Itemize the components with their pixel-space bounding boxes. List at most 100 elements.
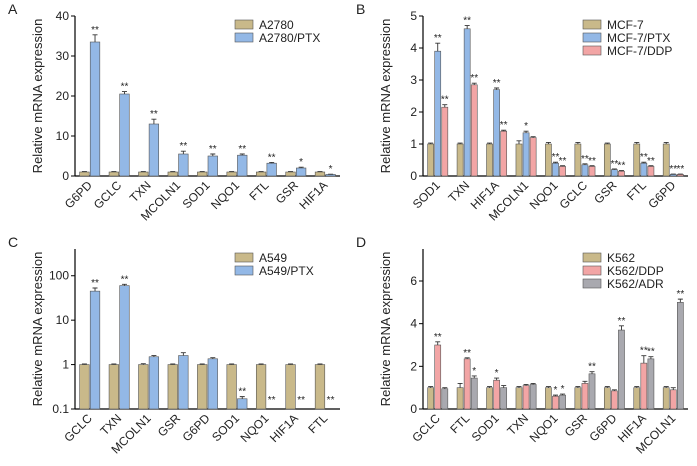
legend-swatch xyxy=(234,265,254,276)
significance: ** xyxy=(121,274,129,285)
y-tick-label: 0 xyxy=(62,169,69,183)
y-tick-label: 6 xyxy=(410,274,417,288)
x-tick-label: GSR xyxy=(591,178,620,207)
significance: ** xyxy=(91,278,99,289)
bar xyxy=(285,171,296,177)
bar xyxy=(647,166,655,177)
legend-label: K562 xyxy=(607,251,635,265)
bar xyxy=(500,130,508,177)
bar xyxy=(255,171,267,177)
significance: ** xyxy=(676,164,684,175)
legend-swatch xyxy=(234,252,254,263)
error-bar xyxy=(648,165,654,167)
x-tick-label: NQO1 xyxy=(208,178,242,212)
bar xyxy=(463,358,471,410)
error-bar xyxy=(494,87,500,90)
y-tick-label: 2 xyxy=(410,359,417,373)
error-bar xyxy=(501,385,507,388)
error-bar xyxy=(464,25,470,29)
y-tick-label: 3 xyxy=(410,73,417,87)
error-bar xyxy=(180,150,186,154)
significance: ** xyxy=(441,95,449,106)
error-bar xyxy=(239,153,245,156)
error-bar xyxy=(92,34,98,42)
bar xyxy=(611,390,618,410)
error-bar xyxy=(516,386,522,388)
bar xyxy=(434,344,442,410)
error-bar xyxy=(582,163,588,165)
error-bar xyxy=(641,161,647,164)
bar xyxy=(500,387,508,410)
legend-label: A2780 xyxy=(259,18,294,32)
error-bar xyxy=(151,118,157,124)
x-tick-label: G6PD xyxy=(645,178,678,211)
legend-label: K562/DDP xyxy=(607,264,664,278)
significance: ** xyxy=(610,159,618,170)
x-tick-label: HIF1A xyxy=(267,411,301,445)
error-bar xyxy=(111,363,117,365)
bar xyxy=(618,170,625,177)
y-tick-label: 20 xyxy=(56,89,70,103)
x-tick-label: HIF1A xyxy=(296,178,330,212)
panel-label: D xyxy=(356,234,366,250)
bar xyxy=(456,387,464,410)
error-bar xyxy=(229,363,235,365)
bar xyxy=(486,143,493,177)
significance: ** xyxy=(676,289,684,300)
significance: ** xyxy=(209,144,217,155)
bar xyxy=(314,171,326,177)
significance: ** xyxy=(500,120,508,131)
error-bar xyxy=(523,384,529,386)
error-bar xyxy=(487,142,493,144)
error-bar xyxy=(210,357,216,359)
y-tick-label: 2 xyxy=(410,105,417,119)
bar xyxy=(633,143,641,177)
error-bar xyxy=(575,386,581,388)
significance: * xyxy=(299,157,303,168)
y-axis-label: Relative mRNA expression xyxy=(30,252,45,407)
legend-label: MCF-7/DDP xyxy=(607,44,672,58)
x-tick-label: GCLC xyxy=(557,178,591,212)
legend-swatch xyxy=(582,265,602,276)
error-bar xyxy=(151,355,157,357)
bar xyxy=(662,387,670,410)
error-bar xyxy=(199,363,205,365)
significance: ** xyxy=(559,156,567,167)
bar xyxy=(529,384,537,410)
bar xyxy=(545,387,552,410)
x-tick-label: GCLC xyxy=(61,411,95,445)
error-bar xyxy=(140,363,146,365)
bar xyxy=(197,171,208,177)
x-tick-label: GCLC xyxy=(409,411,443,445)
bar xyxy=(89,290,101,410)
significance: ** xyxy=(121,82,129,93)
error-bar xyxy=(634,386,640,388)
y-tick-label: 1 xyxy=(62,358,69,372)
significance: ** xyxy=(647,347,655,358)
error-bar xyxy=(641,355,647,364)
significance: ** xyxy=(552,152,560,163)
error-bar xyxy=(634,141,640,144)
legend-swatch xyxy=(582,252,602,263)
y-axis-label: Relative mRNA expression xyxy=(378,19,393,174)
error-bar xyxy=(589,371,595,374)
error-bar xyxy=(618,325,624,331)
y-tick-label: 100 xyxy=(49,269,69,283)
bar xyxy=(434,50,442,177)
significance: ** xyxy=(640,152,648,163)
error-bar xyxy=(663,141,669,144)
x-tick-label: GCLC xyxy=(91,178,125,212)
bar xyxy=(588,166,596,177)
x-tick-label: SOD1 xyxy=(469,411,502,444)
bar xyxy=(515,387,523,410)
error-bar xyxy=(487,386,493,388)
bar xyxy=(603,387,611,410)
error-bar xyxy=(560,165,566,167)
legend-label: MCF-7/PTX xyxy=(607,31,670,45)
bar xyxy=(633,387,641,410)
panel-label: C xyxy=(8,234,18,250)
bar xyxy=(529,137,537,177)
bar xyxy=(486,387,493,410)
y-tick-label: 4 xyxy=(410,317,417,331)
